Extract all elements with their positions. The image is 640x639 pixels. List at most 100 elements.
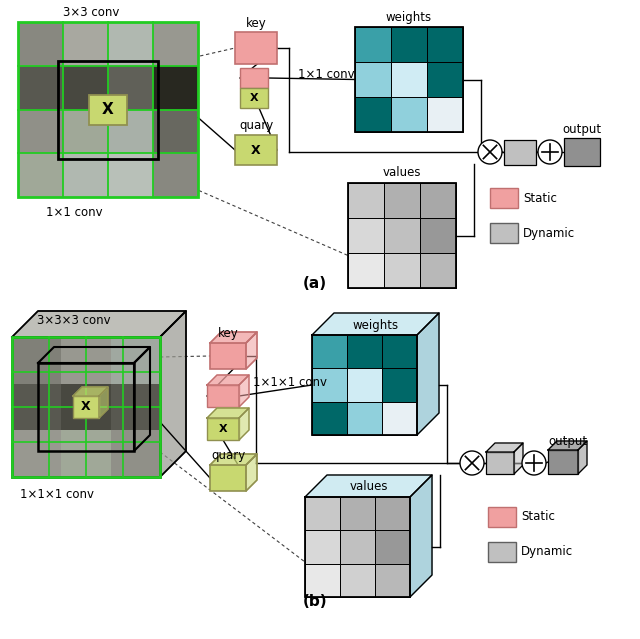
Polygon shape bbox=[210, 332, 257, 343]
Bar bbox=[61, 337, 111, 383]
Bar bbox=[108, 22, 153, 66]
Polygon shape bbox=[548, 441, 587, 450]
Bar bbox=[207, 385, 239, 407]
Bar bbox=[235, 135, 277, 165]
Bar bbox=[153, 66, 198, 109]
Polygon shape bbox=[207, 375, 249, 385]
Bar bbox=[18, 22, 63, 66]
Bar bbox=[490, 188, 518, 208]
Bar bbox=[391, 97, 427, 132]
Bar bbox=[111, 383, 160, 430]
Bar bbox=[18, 22, 198, 197]
Polygon shape bbox=[12, 311, 186, 337]
Bar bbox=[63, 66, 108, 109]
Polygon shape bbox=[239, 375, 249, 407]
Bar bbox=[340, 497, 375, 530]
Bar bbox=[111, 337, 160, 383]
Text: 3×3×3 conv: 3×3×3 conv bbox=[37, 314, 111, 328]
Bar bbox=[384, 183, 420, 218]
Bar bbox=[235, 32, 277, 64]
Polygon shape bbox=[99, 387, 108, 418]
Text: key: key bbox=[246, 17, 266, 29]
Bar bbox=[312, 368, 347, 402]
Bar bbox=[12, 383, 61, 430]
Bar bbox=[305, 564, 340, 597]
Bar bbox=[18, 109, 63, 153]
Text: 1×1 conv: 1×1 conv bbox=[298, 68, 355, 82]
Text: 3×3 conv: 3×3 conv bbox=[63, 6, 120, 19]
Bar bbox=[348, 253, 384, 288]
Text: Static: Static bbox=[523, 192, 557, 204]
Bar bbox=[348, 218, 384, 253]
Bar bbox=[153, 109, 198, 153]
Bar bbox=[240, 88, 268, 108]
Bar bbox=[108, 109, 153, 153]
Text: Static: Static bbox=[521, 511, 555, 523]
Bar bbox=[12, 430, 61, 477]
Text: 1×1 conv: 1×1 conv bbox=[46, 206, 102, 220]
Bar bbox=[490, 223, 518, 243]
Bar bbox=[382, 402, 417, 435]
Bar bbox=[348, 183, 384, 218]
Bar bbox=[375, 497, 410, 530]
Bar bbox=[420, 218, 456, 253]
Bar bbox=[340, 530, 375, 564]
Circle shape bbox=[478, 140, 502, 164]
Bar bbox=[355, 97, 391, 132]
Bar bbox=[312, 335, 347, 368]
Bar bbox=[58, 61, 159, 158]
Bar bbox=[427, 27, 463, 62]
Bar bbox=[207, 418, 239, 440]
Bar bbox=[38, 363, 134, 451]
Polygon shape bbox=[210, 454, 257, 465]
Bar bbox=[18, 66, 63, 109]
Bar bbox=[375, 564, 410, 597]
Bar bbox=[384, 218, 420, 253]
Bar bbox=[63, 22, 108, 66]
Text: X: X bbox=[250, 93, 259, 103]
Bar bbox=[61, 430, 111, 477]
Bar bbox=[375, 530, 410, 564]
Text: 1×1×1 conv: 1×1×1 conv bbox=[253, 376, 327, 389]
Bar bbox=[305, 530, 340, 564]
Bar bbox=[340, 564, 375, 597]
Text: quary: quary bbox=[239, 119, 273, 132]
Circle shape bbox=[460, 451, 484, 475]
Polygon shape bbox=[578, 441, 587, 474]
Text: output: output bbox=[563, 123, 602, 135]
Bar bbox=[382, 335, 417, 368]
Text: Dynamic: Dynamic bbox=[523, 226, 575, 240]
Bar bbox=[348, 183, 456, 288]
Bar bbox=[111, 430, 160, 477]
Bar bbox=[355, 27, 391, 62]
Bar bbox=[12, 337, 61, 383]
Polygon shape bbox=[246, 454, 257, 491]
Bar bbox=[153, 153, 198, 197]
Polygon shape bbox=[514, 443, 523, 474]
Bar bbox=[504, 140, 536, 165]
Bar bbox=[347, 368, 382, 402]
Bar bbox=[391, 27, 427, 62]
Text: output: output bbox=[548, 435, 587, 447]
Bar bbox=[89, 95, 127, 125]
Text: weights: weights bbox=[353, 318, 399, 332]
Text: Dynamic: Dynamic bbox=[521, 546, 573, 558]
Bar bbox=[61, 383, 111, 430]
Text: (a): (a) bbox=[303, 275, 327, 291]
Bar bbox=[305, 497, 410, 597]
Text: (b): (b) bbox=[303, 594, 327, 610]
Bar bbox=[305, 497, 340, 530]
Bar bbox=[210, 343, 246, 369]
Bar bbox=[63, 109, 108, 153]
Bar bbox=[18, 153, 63, 197]
Text: X: X bbox=[102, 102, 114, 117]
Polygon shape bbox=[312, 313, 439, 335]
Bar bbox=[427, 97, 463, 132]
Bar bbox=[312, 335, 417, 435]
Bar bbox=[355, 27, 463, 132]
Polygon shape bbox=[410, 475, 432, 597]
Bar bbox=[384, 253, 420, 288]
Polygon shape bbox=[246, 332, 257, 369]
Polygon shape bbox=[305, 475, 432, 497]
Polygon shape bbox=[207, 408, 249, 418]
